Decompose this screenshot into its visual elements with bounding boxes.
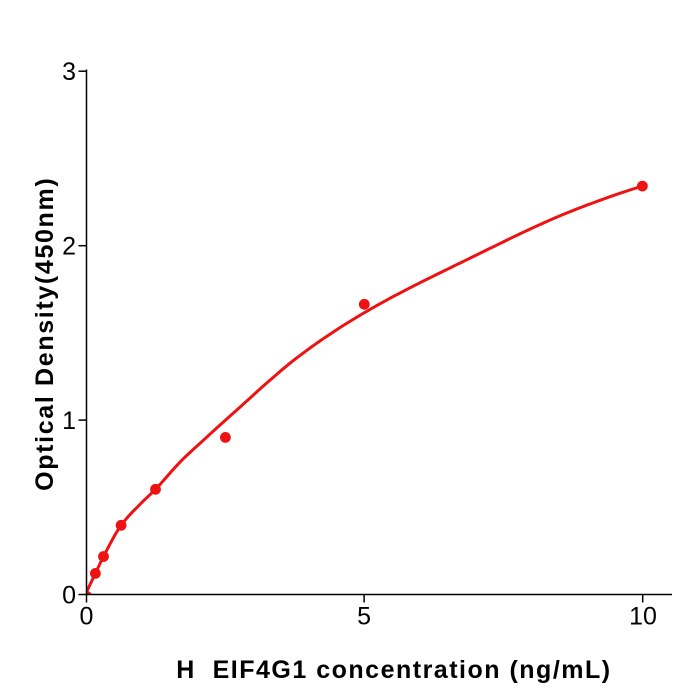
svg-text:3: 3 (62, 58, 76, 86)
svg-text:0: 0 (62, 581, 76, 609)
svg-text:Optical Density(450nm): Optical Density(450nm) (31, 177, 59, 491)
svg-text:10: 10 (629, 603, 657, 631)
svg-text:5: 5 (357, 603, 371, 631)
svg-text:H EIF4G1 concentration (ng/mL: H EIF4G1 concentration (ng/mL) (176, 656, 611, 684)
svg-text:2: 2 (62, 233, 76, 261)
svg-text:0: 0 (80, 603, 94, 631)
svg-text:1: 1 (62, 407, 76, 435)
